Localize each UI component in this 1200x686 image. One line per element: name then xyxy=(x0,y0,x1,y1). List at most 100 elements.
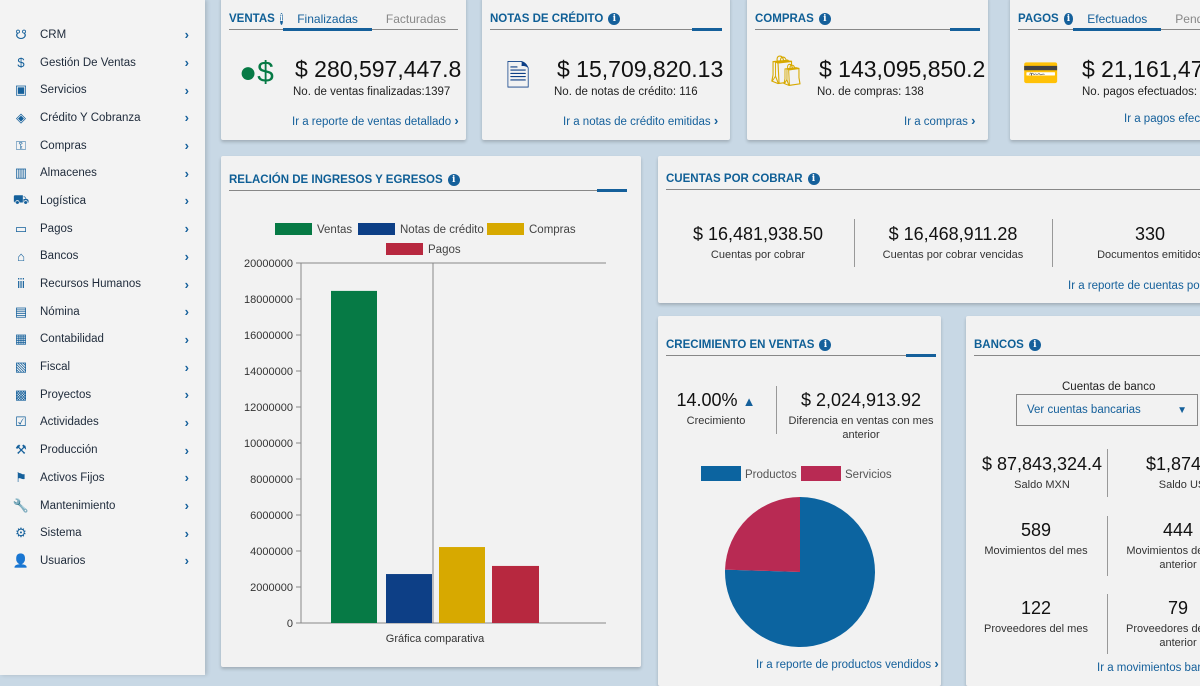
tab-pendientes[interactable]: Pendi xyxy=(1175,11,1200,26)
sidebar-item-label: Pagos xyxy=(40,222,73,235)
growth-percent: 14.00% ▲ Crecimiento xyxy=(676,390,756,427)
sidebar-item-recursos-humanos[interactable]: ⅲ Recursos Humanos › xyxy=(0,270,205,298)
crecimiento-card: CRECIMIENTO EN VENTAS i 14.00% ▲ Crecimien… xyxy=(658,316,941,686)
bar-ventas xyxy=(331,290,377,623)
sidebar-item-activos-fijos[interactable]: ⚑ Activos Fijos › xyxy=(0,464,205,492)
arrow-up-icon: ▲ xyxy=(742,394,756,409)
info-icon[interactable]: i xyxy=(608,12,621,25)
info-icon[interactable]: i xyxy=(807,172,820,185)
sidebar: ☋ CRM › $ Gestión De Ventas › ▣ Servicios › ◈ Créd… xyxy=(0,0,205,675)
pagos-amount: $ 21,161,47 xyxy=(1082,56,1200,82)
cuentas-card: CUENTAS POR COBRAR i $ 16,481,938.50 Cuent… xyxy=(658,156,1200,303)
chevron-right-icon: › xyxy=(184,55,189,71)
sidebar-item-label: Actividades xyxy=(40,416,99,429)
chevron-right-icon: › xyxy=(184,359,189,375)
sidebar-item-nómina[interactable]: ▤ Nómina › xyxy=(0,298,205,326)
sidebar-item-label: Usuarios xyxy=(40,554,86,567)
crecimiento-title: CRECIMIENTO EN VENTAS xyxy=(666,338,815,351)
sidebar-item-sistema[interactable]: ⚙ Sistema › xyxy=(0,519,205,547)
relacion-card: RELACIÓN DE INGRESOS Y EGRESOS i Ventas No… xyxy=(221,156,641,667)
pagos-title: PAGOS xyxy=(1018,12,1059,25)
payment-icon: ▭ xyxy=(14,220,28,236)
chevron-right-icon: › xyxy=(184,221,189,237)
sidebar-item-label: Bancos xyxy=(40,250,79,263)
ventas-report-link[interactable]: Ir a reporte de ventas detallado › xyxy=(292,113,459,128)
compras-title: COMPRAS xyxy=(755,12,814,25)
y-tick-label: 4000000 xyxy=(250,546,293,558)
info-icon[interactable]: i xyxy=(447,173,460,186)
sidebar-item-producción[interactable]: ⚒ Producción › xyxy=(0,436,205,464)
notas-amount: $ 15,709,820.13 xyxy=(557,56,724,82)
bar-notas-de-crédito xyxy=(386,574,432,623)
bancos-title: BANCOS xyxy=(974,338,1024,351)
tab-facturadas[interactable]: Facturadas xyxy=(385,11,446,26)
pagos-link[interactable]: Ir a pagos efect xyxy=(1124,113,1200,125)
cuentas-title: CUENTAS POR COBRAR xyxy=(666,172,803,185)
sidebar-item-label: Proyectos xyxy=(40,388,92,401)
info-icon[interactable]: i xyxy=(279,12,284,25)
sidebar-item-almacenes[interactable]: ▥ Almacenes › xyxy=(0,159,205,187)
sidebar-item-compras[interactable]: ⚿ Compras › xyxy=(0,132,205,160)
sidebar-item-usuarios[interactable]: 👤 Usuarios › xyxy=(0,547,205,575)
pagos-count: No. pagos efectuados: 1 xyxy=(1082,86,1200,98)
sidebar-item-servicios[interactable]: ▣ Servicios › xyxy=(0,76,205,104)
chevron-right-icon: › xyxy=(184,165,189,181)
chevron-right-icon: › xyxy=(184,553,189,569)
chevron-right-icon: › xyxy=(184,248,189,264)
sidebar-item-logística[interactable]: ⛟ Logística › xyxy=(0,187,205,215)
sidebar-item-label: Mantenimiento xyxy=(40,499,116,512)
people-icon: ⅲ xyxy=(16,276,26,292)
bancos-card: BANCOS i Cuentas de banco Ver cuentas ban… xyxy=(966,316,1200,686)
sidebar-item-crm[interactable]: ☋ CRM › xyxy=(0,21,205,49)
system-icon: ⚙ xyxy=(15,525,27,541)
sales-difference: $ 2,024,913.92 Diferencia en ventas con m… xyxy=(788,390,934,442)
tab-finalizadas[interactable]: Finalizadas xyxy=(283,9,372,31)
y-tick-label: 8000000 xyxy=(250,474,293,486)
movimientos-link[interactable]: Ir a movimientos banc xyxy=(1097,662,1200,674)
sidebar-item-label: Compras xyxy=(40,139,87,152)
chevron-down-icon: ▼ xyxy=(1177,405,1187,416)
notas-title: NOTAS DE CRÉDITO xyxy=(490,12,604,25)
ventas-card: VENTAS i Finalizadas Facturadas ●$ $ 280,5… xyxy=(221,0,466,140)
info-icon[interactable]: i xyxy=(818,12,831,25)
notas-link[interactable]: Ir a notas de crédito emitidas › xyxy=(563,113,719,128)
compras-count: No. de compras: 138 xyxy=(817,86,924,98)
bank-accounts-label: Cuentas de banco xyxy=(1062,381,1156,393)
stat-cuentas-por-cobrar: $ 16,481,938.50 Cuentas por cobrar xyxy=(692,224,824,261)
sidebar-item-label: Crédito Y Cobranza xyxy=(40,111,141,124)
sidebar-item-fiscal[interactable]: ▧ Fiscal › xyxy=(0,353,205,381)
compras-link[interactable]: Ir a compras › xyxy=(904,113,976,128)
sidebar-item-mantenimiento[interactable]: 🔧 Mantenimiento › xyxy=(0,492,205,520)
movimientos-mes: 589 Movimientos del mes xyxy=(984,520,1088,557)
sidebar-item-actividades[interactable]: ☑ Actividades › xyxy=(0,409,205,437)
warehouse-icon: ▥ xyxy=(14,165,28,181)
document-icon: 🗎 xyxy=(506,60,531,93)
info-icon[interactable]: i xyxy=(819,338,832,351)
sidebar-item-crédito-y-cobranza[interactable]: ◈ Crédito Y Cobranza › xyxy=(0,104,205,132)
info-icon[interactable]: i xyxy=(1063,12,1074,25)
legend-label: Pagos xyxy=(428,244,461,256)
calculator-icon: ▦ xyxy=(14,331,28,347)
pagos-card: PAGOS i Efectuados Pendi 💳 $ 21,161,47 No.… xyxy=(1010,0,1200,140)
y-tick-label: 2000000 xyxy=(250,582,293,594)
bank-accounts-select[interactable]: Ver cuentas bancarias ▼ xyxy=(1016,394,1198,426)
chevron-right-icon: › xyxy=(184,27,189,43)
crm-icon: ☋ xyxy=(15,26,27,42)
sidebar-item-gestión-de-ventas[interactable]: $ Gestión De Ventas › xyxy=(0,49,205,77)
sidebar-item-contabilidad[interactable]: ▦ Contabilidad › xyxy=(0,326,205,354)
productos-report-link[interactable]: Ir a reporte de productos vendidos › xyxy=(756,656,939,671)
y-tick-label: 0 xyxy=(287,618,293,630)
legend-swatch xyxy=(701,466,741,481)
legend-swatch xyxy=(275,223,312,235)
sidebar-item-label: Contabilidad xyxy=(40,333,104,346)
sidebar-item-bancos[interactable]: ⌂ Bancos › xyxy=(0,243,205,271)
info-icon[interactable]: i xyxy=(1028,338,1041,351)
cuentas-report-link[interactable]: Ir a reporte de cuentas por c xyxy=(1068,280,1200,292)
factory-icon: ⚒ xyxy=(15,442,27,458)
sidebar-item-pagos[interactable]: ▭ Pagos › xyxy=(0,215,205,243)
chevron-right-icon: › xyxy=(184,387,189,403)
tab-efectuados[interactable]: Efectuados xyxy=(1073,9,1162,31)
wrench-icon: 🔧 xyxy=(12,497,30,513)
sidebar-item-proyectos[interactable]: ▩ Proyectos › xyxy=(0,381,205,409)
